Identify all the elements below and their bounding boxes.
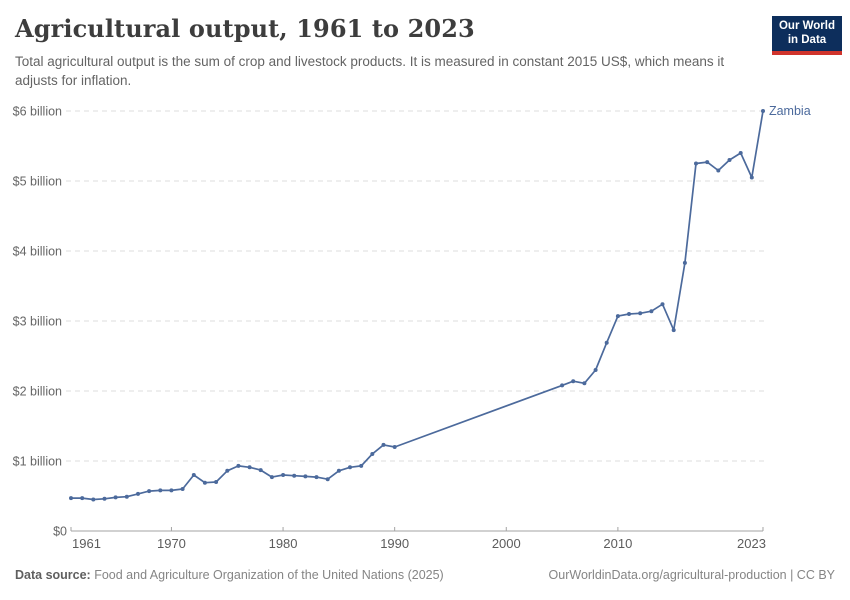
data-point-marker [147, 489, 152, 494]
x-axis-label: 1990 [380, 536, 409, 551]
data-point-marker [202, 480, 207, 485]
data-point-marker [370, 452, 375, 456]
line-chart-svg: $0 $1 billion $2 billion $3 billion $4 billi… [13, 104, 811, 551]
x-axis-label: 1980 [269, 536, 298, 551]
data-point-marker [225, 468, 230, 473]
chart-area: $0 $1 billion $2 billion $3 billion $4 billi… [0, 95, 850, 560]
data-point-marker [682, 260, 687, 265]
data-point-marker [236, 463, 241, 468]
x-axis-label: 2010 [603, 536, 632, 551]
data-point-marker [604, 340, 609, 345]
y-axis-label: $2 billion [13, 385, 62, 399]
y-axis-label: $5 billion [13, 175, 62, 189]
y-axis-label: $3 billion [13, 315, 62, 329]
data-point-marker [191, 473, 196, 477]
data-point-marker [649, 309, 654, 314]
data-point-marker [560, 383, 565, 388]
data-point-marker [348, 465, 352, 470]
data-point-marker [303, 474, 308, 479]
data-source: Data source: Food and Agriculture Organi… [15, 568, 444, 582]
y-axis-label: $1 billion [13, 455, 62, 469]
data-point-marker [727, 158, 732, 162]
data-point-marker [169, 488, 174, 493]
data-point-marker [180, 487, 185, 491]
data-point-marker [738, 151, 743, 155]
data-point-marker [749, 175, 754, 180]
data-point-marker [582, 381, 587, 386]
data-point-marker [124, 494, 129, 499]
data-point-marker [615, 314, 620, 319]
x-axis-label: 1961 [72, 536, 101, 551]
data-point-marker [627, 312, 631, 316]
chart-footer: Data source: Food and Agriculture Organi… [15, 568, 835, 582]
y-axis-label: $4 billion [13, 245, 62, 259]
data-point-marker [392, 445, 397, 449]
data-point-marker [113, 495, 118, 500]
y-axis-label-zero: $0 [53, 525, 67, 539]
data-point-marker [571, 379, 576, 384]
chart-subtitle: Total agricultural output is the sum of … [15, 54, 725, 89]
data-point-marker [80, 496, 85, 501]
data-point-marker [593, 368, 598, 372]
data-point-marker [214, 480, 219, 484]
x-axis-label: 2023 [737, 536, 766, 551]
data-point-marker [671, 328, 676, 333]
data-point-marker [91, 497, 96, 502]
data-point-marker [314, 475, 319, 480]
owid-logo-line2: in Data [787, 33, 827, 46]
data-point-marker [281, 473, 286, 477]
data-point-marker [69, 496, 73, 501]
data-point-marker [258, 468, 263, 473]
data-point-marker [660, 302, 665, 307]
data-point-marker [336, 468, 341, 473]
data-source-label: Data source: [15, 568, 91, 582]
x-axis-label: 2000 [492, 536, 521, 551]
data-point-marker [325, 477, 330, 482]
entity-label-zambia: Zambia [769, 104, 811, 118]
data-point-marker [292, 473, 297, 478]
data-point-marker [269, 475, 274, 480]
data-point-marker [381, 442, 386, 447]
data-point-marker [158, 488, 163, 493]
data-point-marker [638, 311, 643, 316]
data-source-text: Food and Agriculture Organization of the… [90, 568, 444, 582]
data-point-marker [247, 465, 252, 470]
x-axis-label: 1970 [157, 536, 186, 551]
owid-logo-line1: Our World [778, 20, 835, 32]
y-axis-label: $6 billion [13, 105, 62, 119]
page-title: Agricultural output, 1961 to 2023 [15, 14, 475, 43]
data-point-marker [705, 160, 710, 165]
owid-logo[interactable]: Our World in Data [772, 16, 842, 55]
data-point-marker [694, 161, 698, 166]
data-point-marker [136, 491, 140, 496]
footer-citation-link[interactable]: OurWorldinData.org/agricultural-producti… [548, 568, 835, 582]
data-point-marker [359, 463, 364, 468]
series-line-zambia [70, 110, 764, 501]
data-point-marker [102, 496, 107, 501]
data-point-marker [761, 109, 765, 113]
data-point-marker [716, 168, 721, 173]
